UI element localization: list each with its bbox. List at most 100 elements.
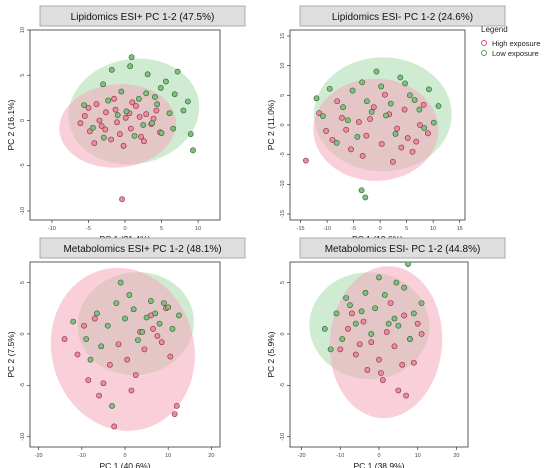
y-axis-label: PC 2 (16.1%) <box>6 99 16 150</box>
point-low-exposure <box>143 314 150 321</box>
point-low-exposure <box>373 68 380 75</box>
point-high-exposure <box>167 353 174 360</box>
point-low-exposure <box>321 325 328 332</box>
y-tick-label: 10 <box>280 63 286 69</box>
point-high-exposure <box>345 325 351 332</box>
point-high-exposure <box>378 370 384 376</box>
point-high-exposure <box>74 351 81 358</box>
ellipse-high-exposure <box>329 266 443 419</box>
point-high-exposure <box>85 377 92 384</box>
y-tick-label: 5 <box>20 281 26 284</box>
point-high-exposure <box>417 122 423 128</box>
point-low-exposure <box>174 68 181 75</box>
y-tick-label: -5 <box>20 163 26 168</box>
point-low-exposure <box>109 402 115 409</box>
y-axis-label: PC 2 (7.5%) <box>6 331 16 377</box>
point-high-exposure <box>420 101 427 108</box>
point-low-exposure <box>407 336 413 342</box>
point-high-exposure <box>363 132 370 139</box>
point-low-exposure <box>410 310 417 317</box>
point-low-exposure <box>118 88 125 95</box>
point-high-exposure <box>171 411 178 418</box>
point-high-exposure <box>323 128 329 134</box>
point-low-exposure <box>126 291 133 298</box>
point-low-exposure <box>418 300 425 307</box>
point-high-exposure <box>356 341 363 348</box>
point-high-exposure <box>424 130 431 137</box>
point-low-exposure <box>81 102 87 108</box>
point-low-exposure <box>430 119 437 126</box>
point-high-exposure <box>153 107 160 114</box>
point-low-exposure <box>340 104 346 111</box>
point-low-exposure <box>114 112 121 118</box>
point-low-exposure <box>387 100 394 107</box>
point-high-exposure <box>403 392 409 399</box>
y-tick-label: 5 <box>280 94 286 97</box>
point-high-exposure <box>414 320 421 327</box>
point-high-exposure <box>132 372 139 378</box>
panel-4: Metabolomics ESI- PC 1-2 (44.8%) -20 -10 0 1… <box>266 237 506 468</box>
point-low-exposure <box>165 304 172 311</box>
y-tick-label: 0 <box>280 332 286 335</box>
point-low-exposure <box>170 125 177 132</box>
point-low-exposure <box>401 284 408 291</box>
point-low-exposure <box>313 95 320 102</box>
point-low-exposure <box>131 132 138 139</box>
point-high-exposure <box>387 300 394 307</box>
x-tick-label: -10 <box>336 453 344 459</box>
point-low-exposure <box>376 274 382 281</box>
point-high-exposure <box>85 104 92 111</box>
point-high-exposure <box>413 138 420 145</box>
x-tick-label: 5 <box>405 226 408 232</box>
point-low-exposure <box>158 130 165 137</box>
point-low-exposure <box>395 322 402 329</box>
point-high-exposure <box>111 95 117 102</box>
point-high-exposure <box>303 157 309 164</box>
x-axis-label: PC 1 (40.6%) <box>99 461 150 468</box>
point-high-exposure <box>154 333 161 339</box>
y-tick-label: -5 <box>20 383 26 388</box>
point-high-exposure <box>383 328 390 335</box>
legend-label-high: High exposure <box>492 39 540 48</box>
point-low-exposure <box>122 315 128 322</box>
point-high-exposure <box>394 125 401 132</box>
point-low-exposure <box>402 80 408 87</box>
panel-title: Metabolomics ESI+ PC 1-2 (48.1%) <box>63 244 221 255</box>
point-high-exposure <box>356 119 362 125</box>
point-high-exposure <box>93 101 100 108</box>
point-low-exposure <box>327 346 334 353</box>
point-high-exposure <box>399 361 406 368</box>
panel-title: Lipidomics ESI+ PC 1-2 (47.5%) <box>71 12 215 23</box>
point-low-exposure <box>140 122 147 128</box>
point-low-exposure <box>139 328 146 335</box>
point-low-exposure <box>362 289 369 296</box>
point-low-exposure <box>344 117 351 124</box>
point-high-exposure <box>141 138 147 145</box>
point-high-exposure <box>173 402 180 409</box>
point-low-exposure <box>406 92 413 99</box>
point-high-exposure <box>364 367 371 373</box>
point-low-exposure <box>358 308 365 315</box>
y-tick-label: -5 <box>280 152 286 157</box>
point-low-exposure <box>135 337 141 344</box>
point-high-exposure <box>348 146 354 153</box>
panel-title-box <box>39 237 246 259</box>
point-high-exposure <box>114 119 120 126</box>
point-high-exposure <box>150 325 156 332</box>
point-low-exposure <box>160 300 167 307</box>
panel-3: Metabolomics ESI+ PC 1-2 (48.1%) -20 -10 0 1… <box>6 237 246 468</box>
point-low-exposure <box>333 139 340 146</box>
point-high-exposure <box>120 142 127 149</box>
y-tick-label: 5 <box>280 281 286 284</box>
point-high-exposure <box>339 114 345 121</box>
x-tick-label: -10 <box>48 226 56 232</box>
point-high-exposure <box>410 359 417 366</box>
point-high-exposure <box>379 377 386 384</box>
y-tick-label: 15 <box>280 33 286 39</box>
point-low-exposure <box>100 134 107 141</box>
point-high-exposure <box>129 99 136 106</box>
x-tick-label: 20 <box>453 453 459 459</box>
point-low-exposure <box>108 66 115 73</box>
point-high-exposure <box>133 103 139 109</box>
point-low-exposure <box>152 310 159 317</box>
